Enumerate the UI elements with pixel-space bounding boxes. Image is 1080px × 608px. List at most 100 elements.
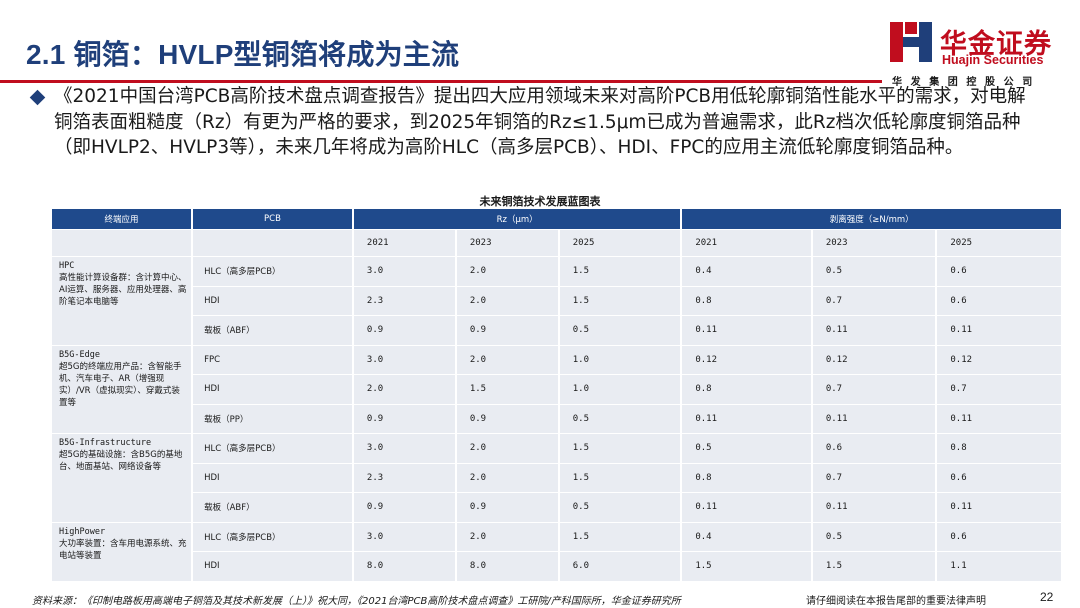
rz-value-cell: 0.9: [456, 404, 558, 433]
header-peel: 剥离强度（≥N/mm）: [682, 209, 1061, 229]
rz-value-cell: 2.0: [456, 522, 558, 551]
peel-strength-cell: 0.11: [937, 493, 1061, 522]
table-row: HDI 2.3 2.0 1.5 0.8 0.7 0.6: [52, 463, 1061, 492]
peel-strength-cell: 0.6: [937, 463, 1061, 492]
peel-strength-cell: 0.5: [682, 434, 811, 463]
header-pcb: PCB: [193, 209, 352, 229]
pcb-type-cell: HDI: [193, 463, 352, 492]
copper-foil-roadmap-table: 终端应用 PCB Rz（μm） 剥离强度（≥N/mm） 2021 2023 20…: [50, 208, 1063, 582]
rz-value-cell: 0.5: [559, 493, 681, 522]
rz-value-cell: 0.9: [353, 316, 455, 345]
rz-value-cell: 0.9: [353, 404, 455, 433]
year-cell: 2021: [682, 230, 811, 256]
rz-value-cell: 6.0: [559, 552, 681, 581]
table-row: HPC 高性能计算设备群：含计算中心、AI运算、服务器、应用处理器、高阶笔记本电脑…: [52, 257, 1061, 345]
rz-value-cell: 0.5: [559, 404, 681, 433]
pcb-type-cell: HDI: [193, 286, 352, 315]
peel-strength-cell: 0.11: [812, 404, 936, 433]
year-cell: 2023: [456, 230, 558, 256]
rz-value-cell: 3.0: [353, 434, 455, 463]
application-description: 大功率装置：含车用电源系统、充电站等装置: [59, 538, 187, 561]
rz-value-cell: 2.3: [353, 463, 455, 492]
table-row: HDI 2.3 2.0 1.5 0.8 0.7 0.6: [52, 286, 1061, 315]
application-description: 超5G的基础设施：含B5G的基地台、地面基站、网络设备等: [59, 450, 183, 472]
pcb-type-cell: HLC（高多层PCB）: [193, 522, 352, 551]
rz-value-cell: 2.3: [353, 286, 455, 315]
rz-value-cell: 1.5: [559, 286, 681, 315]
year-row: 2021 2023 2025 2021 2023 2025: [52, 230, 1061, 256]
table-row: 载板（ABF） 0.9 0.9 0.5 0.11 0.11 0.11: [52, 493, 1061, 522]
table-body: 2021 2023 2025 2021 2023 2025 HPC 高性能计算设备…: [52, 230, 1061, 581]
peel-strength-cell: 0.8: [682, 286, 811, 315]
application-cell: HPC 高性能计算设备群：含计算中心、AI运算、服务器、应用处理器、高阶笔记本电脑…: [52, 257, 192, 345]
header-rz: Rz（μm）: [353, 209, 681, 229]
rz-value-cell: 2.0: [456, 345, 558, 374]
rz-value-cell: 2.0: [456, 463, 558, 492]
page-title: 2.1 铜箔：HVLP型铜箔将成为主流: [26, 39, 460, 70]
peel-strength-cell: 0.5: [812, 257, 936, 286]
table-row: 载板（PP） 0.9 0.9 0.5 0.11 0.11 0.11: [52, 404, 1061, 433]
peel-strength-cell: 1.5: [812, 552, 936, 581]
rz-value-cell: 1.5: [456, 375, 558, 404]
pcb-type-cell: HLC（高多层PCB）: [193, 257, 352, 286]
header-app: 终端应用: [52, 209, 192, 229]
peel-strength-cell: 1.1: [937, 552, 1061, 581]
application-cell: B5G-Edge 超5G的终端应用产品：含智能手机、汽车电子、AR（增强现实）/V…: [52, 345, 192, 433]
rz-value-cell: 2.0: [456, 257, 558, 286]
peel-strength-cell: 0.7: [812, 286, 936, 315]
rz-value-cell: 8.0: [456, 552, 558, 581]
peel-strength-cell: 0.11: [937, 316, 1061, 345]
rz-value-cell: 2.0: [353, 375, 455, 404]
peel-strength-cell: 0.12: [937, 345, 1061, 374]
application-cell: B5G-Infrastructure 超5G的基础设施：含B5G的基地台、地面基站…: [52, 434, 192, 522]
application-cell: HighPower 大功率装置：含车用电源系统、充电站等装置: [52, 522, 192, 581]
application-description: 超5G的终端应用产品：含智能手机、汽车电子、AR（增强现实）/VR（虚拟现实）、…: [59, 361, 182, 408]
table-row: B5G-Edge 超5G的终端应用产品：含智能手机、汽车电子、AR（增强现实）/V…: [52, 345, 1061, 433]
peel-strength-cell: 0.11: [682, 404, 811, 433]
peel-strength-cell: 0.8: [937, 434, 1061, 463]
rz-value-cell: 2.0: [456, 434, 558, 463]
source-note: 资料来源：《印制电路板用高端电子铜箔及其技术新发展（上）》祝大同，《2021台湾…: [32, 596, 681, 607]
table-row: 载板（ABF） 0.9 0.9 0.5 0.11 0.11 0.11: [52, 316, 1061, 345]
logo-subtitle: 华发集团控股公司: [892, 77, 1041, 88]
rz-value-cell: 0.9: [456, 493, 558, 522]
year-cell: 2023: [812, 230, 936, 256]
pcb-type-cell: HDI: [193, 375, 352, 404]
rz-value-cell: 1.0: [559, 375, 681, 404]
peel-strength-cell: 0.7: [812, 375, 936, 404]
peel-strength-cell: 0.4: [682, 522, 811, 551]
rz-value-cell: 8.0: [353, 552, 455, 581]
pcb-type-cell: HDI: [193, 552, 352, 581]
application-name: B5G-Edge: [59, 349, 100, 360]
pcb-type-cell: 载板（ABF）: [193, 316, 352, 345]
peel-strength-cell: 0.5: [812, 522, 936, 551]
table-row: HighPower 大功率装置：含车用电源系统、充电站等装置 HLC（高多层PCB）…: [52, 522, 1061, 581]
peel-strength-cell: 0.4: [682, 257, 811, 286]
peel-strength-cell: 0.11: [937, 404, 1061, 433]
legal-disclaimer: 请仔细阅读在本报告尾部的重要法律声明: [806, 596, 986, 607]
pcb-type-cell: FPC: [193, 345, 352, 374]
peel-strength-cell: 0.12: [682, 345, 811, 374]
peel-strength-cell: 1.5: [682, 552, 811, 581]
table-cell: [52, 230, 192, 256]
peel-strength-cell: 0.11: [682, 316, 811, 345]
peel-strength-cell: 0.12: [812, 345, 936, 374]
application-name: HPC: [59, 261, 75, 271]
peel-strength-cell: 0.8: [682, 463, 811, 492]
rz-value-cell: 0.9: [456, 316, 558, 345]
rz-value-cell: 1.5: [559, 434, 681, 463]
rz-value-cell: 0.5: [559, 316, 681, 345]
bullet-diamond-icon: [29, 89, 46, 106]
rz-value-cell: 1.5: [559, 463, 681, 492]
peel-strength-cell: 0.6: [937, 522, 1061, 551]
table-title: 未来铜箔技术发展蓝图表: [479, 195, 601, 208]
rz-value-cell: 1.5: [559, 522, 681, 551]
peel-strength-cell: 0.6: [937, 257, 1061, 286]
title-underline: [0, 80, 882, 83]
table-row: HDI 2.0 1.5 1.0 0.8 0.7 0.7: [52, 375, 1061, 404]
logo-chinese-name: 华金证券: [940, 29, 1052, 60]
rz-value-cell: 1.5: [559, 257, 681, 286]
application-description: 高性能计算设备群：含计算中心、AI运算、服务器、应用处理器、高阶笔记本电脑等: [59, 273, 187, 307]
rz-value-cell: 3.0: [353, 257, 455, 286]
rz-value-cell: 1.0: [559, 345, 681, 374]
